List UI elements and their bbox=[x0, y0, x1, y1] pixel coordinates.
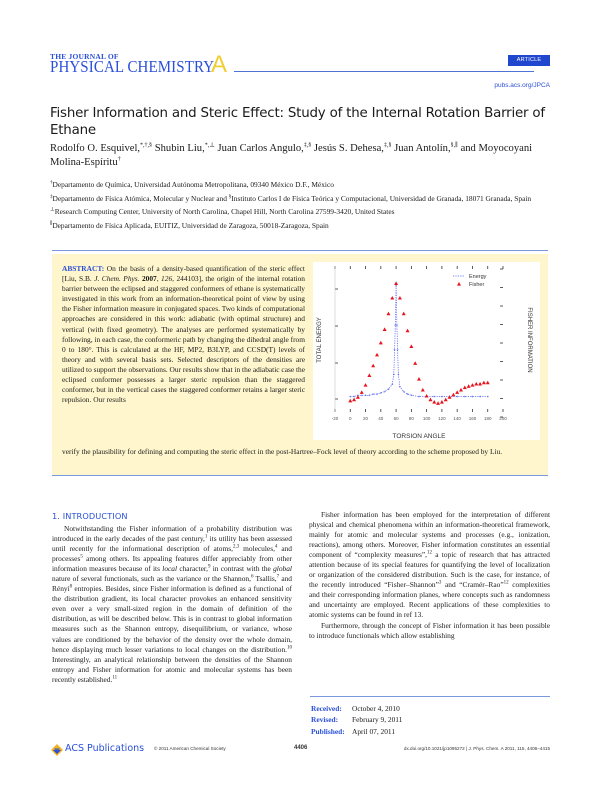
citation-journal: J. Chem. Phys. bbox=[94, 274, 140, 284]
affiliation: †Departamento de Química, Universidad Au… bbox=[50, 180, 550, 190]
body-column-right: Fisher information has been employed for… bbox=[309, 510, 550, 641]
svg-text:0: 0 bbox=[349, 416, 352, 421]
author-name[interactable]: Shubin Liu, bbox=[154, 143, 205, 154]
affiliation-mark: ∥ bbox=[50, 221, 53, 227]
paragraph: Fisher information has been employed for… bbox=[309, 510, 550, 620]
revised-label: Revised: bbox=[311, 715, 339, 725]
scatter-chart: -20 0 20 40 60 80 100 120 140 160 180 200 TORSION AN… bbox=[317, 266, 532, 440]
affiliation-text: Departamento de Química, Universidad Aut… bbox=[52, 180, 334, 189]
reference-superscript[interactable]: 9 bbox=[207, 564, 211, 570]
published-label: Published: bbox=[311, 726, 345, 736]
abstract-body: 244103], the origin of the internal rota… bbox=[62, 274, 306, 405]
author-name[interactable]: and Moyocoyani Molina-Espíritu bbox=[50, 143, 533, 168]
reference-superscript[interactable]: 1 bbox=[204, 534, 208, 540]
affiliation-text: Instituto Carlos I de Física Teórica y C… bbox=[231, 193, 532, 203]
svg-text:80: 80 bbox=[409, 416, 415, 421]
author-marks: *,†,§ bbox=[140, 142, 153, 149]
citation-year: 2007 bbox=[139, 274, 157, 284]
affiliation-mark: ⊥ bbox=[50, 207, 55, 213]
author-name[interactable]: Rodolfo O. Esquivel, bbox=[50, 143, 141, 154]
svg-text:160: 160 bbox=[469, 416, 477, 421]
publication-dates: Received: October 4, 2010 Revised: Februar… bbox=[311, 703, 402, 737]
reference-superscript[interactable]: 6 bbox=[250, 574, 254, 580]
reference-superscript[interactable]: 5 bbox=[80, 554, 83, 560]
affiliation: ∥Departamento de Física Aplicada, EUITIZ… bbox=[50, 221, 550, 231]
author-marks: ‡,§ bbox=[303, 142, 312, 149]
section-divider bbox=[52, 250, 548, 252]
reference-superscript[interactable]: 11 bbox=[112, 675, 118, 681]
toc-graphic-chart: -20 0 20 40 60 80 100 120 140 160 180 200 TORSION AN… bbox=[313, 262, 540, 440]
abstract-text: ABSTRACT: On the basis of a density-base… bbox=[62, 264, 305, 405]
affiliation-text: Departamento de Física Atómica, Molecula… bbox=[52, 193, 229, 203]
author-name[interactable]: Juan Antolín, bbox=[394, 143, 451, 154]
doi-citation[interactable]: dx.doi.org/10.1021/jp1095272 | J. Phys. … bbox=[403, 746, 550, 751]
svg-text:TOTAL ENERGY: TOTAL ENERGY bbox=[317, 317, 323, 363]
svg-text:120: 120 bbox=[438, 416, 446, 421]
copyright-notice: © 2011 American Chemical Society bbox=[154, 746, 226, 751]
author-marks: ‡,§ bbox=[383, 142, 392, 149]
abstract-text-continued: verify the plausibility for defining and… bbox=[62, 447, 503, 456]
header-rule bbox=[234, 71, 534, 72]
affiliation: ‡Departamento de Física Atómica, Molecul… bbox=[50, 194, 550, 204]
svg-text:Fisher: Fisher bbox=[469, 282, 484, 288]
svg-text:FISHER INFORMATION: FISHER INFORMATION bbox=[526, 307, 532, 372]
revised-date: February 9, 2011 bbox=[352, 715, 403, 725]
svg-text:140: 140 bbox=[453, 416, 461, 421]
author-name[interactable]: Jesús S. Dehesa, bbox=[313, 143, 384, 154]
svg-text:40: 40 bbox=[378, 416, 384, 421]
journal-url-link[interactable]: pubs.acs.org/JPCA bbox=[494, 82, 550, 89]
reference-superscript[interactable]: 4 bbox=[274, 544, 278, 550]
svg-text:Energy: Energy bbox=[469, 274, 487, 280]
journal-header: THE JOURNAL OF PHYSICAL CHEMISTRY A ARTI… bbox=[50, 52, 550, 92]
reference-superscript[interactable]: 8 bbox=[69, 584, 73, 590]
affiliation-mark: † bbox=[50, 180, 53, 186]
reference-superscript[interactable]: 2,3 bbox=[232, 544, 240, 550]
journal-name-line2: PHYSICAL CHEMISTRY bbox=[50, 58, 215, 77]
page-number: 4406 bbox=[294, 745, 308, 751]
author-marks: §,∥ bbox=[450, 142, 458, 149]
affiliation-mark: § bbox=[228, 194, 232, 200]
author-list: Rodolfo O. Esquivel,*,†,§ Shubin Liu,*,⊥… bbox=[50, 142, 550, 169]
svg-text:100: 100 bbox=[423, 416, 431, 421]
affiliations: †Departamento de Química, Universidad Au… bbox=[50, 180, 550, 234]
affiliation: ⊥Research Computing Center, University o… bbox=[50, 207, 550, 217]
abstract-label: ABSTRACT: bbox=[62, 264, 105, 273]
affiliation-text: Research Computing Center, University of… bbox=[54, 207, 395, 216]
journal-name-line1: THE JOURNAL OF bbox=[50, 52, 119, 61]
reference-superscript[interactable]: 10 bbox=[287, 645, 292, 651]
author-marks: † bbox=[117, 155, 121, 162]
journal-letter: A bbox=[211, 51, 228, 78]
svg-text:200: 200 bbox=[499, 416, 507, 421]
author-marks: *,⊥ bbox=[204, 142, 215, 149]
paragraph: Notwithstanding the Fisher information o… bbox=[52, 524, 292, 684]
received-date: October 4, 2010 bbox=[352, 704, 400, 713]
reference-superscript[interactable]: 12 bbox=[426, 550, 432, 556]
abstract-body: On the basis of a density-based quantifi… bbox=[62, 264, 305, 284]
reference-superscript[interactable]: 7 bbox=[276, 574, 280, 580]
section-heading-introduction: 1. INTRODUCTION bbox=[52, 511, 128, 521]
svg-text:TORSION ANGLE: TORSION ANGLE bbox=[393, 433, 447, 440]
abstract-divider bbox=[52, 475, 548, 477]
article-type-badge: ARTICLE bbox=[508, 55, 550, 66]
publisher-name[interactable]: ACS Publications bbox=[65, 743, 145, 754]
svg-text:20: 20 bbox=[363, 416, 369, 421]
acs-logo-icon[interactable] bbox=[50, 743, 64, 757]
affiliation-text: Departamento de Física Aplicada, EUITIZ,… bbox=[52, 220, 329, 230]
abstract-panel-bottom bbox=[52, 445, 548, 475]
reference-superscript[interactable]: 12 bbox=[503, 580, 509, 586]
affiliation-mark: ‡ bbox=[50, 194, 53, 200]
svg-text:-20: -20 bbox=[332, 416, 339, 421]
body-column-left: Notwithstanding the Fisher information o… bbox=[52, 524, 292, 685]
paragraph: Furthermore, through the concept of Fish… bbox=[309, 620, 550, 640]
page-footer: ACS Publications © 2011 American Chemica… bbox=[50, 743, 550, 759]
reference-superscript[interactable]: 3 bbox=[438, 580, 442, 586]
svg-text:60: 60 bbox=[394, 416, 400, 421]
received-label: Received: bbox=[311, 704, 342, 713]
svg-text:180: 180 bbox=[484, 416, 492, 421]
dates-divider bbox=[310, 696, 550, 698]
author-name[interactable]: Juan Carlos Angulo, bbox=[217, 143, 304, 154]
published-date: April 07, 2011 bbox=[352, 726, 396, 736]
article-title: Fisher Information and Steric Effect: St… bbox=[50, 106, 545, 138]
citation-volume: , 126, bbox=[156, 274, 174, 284]
